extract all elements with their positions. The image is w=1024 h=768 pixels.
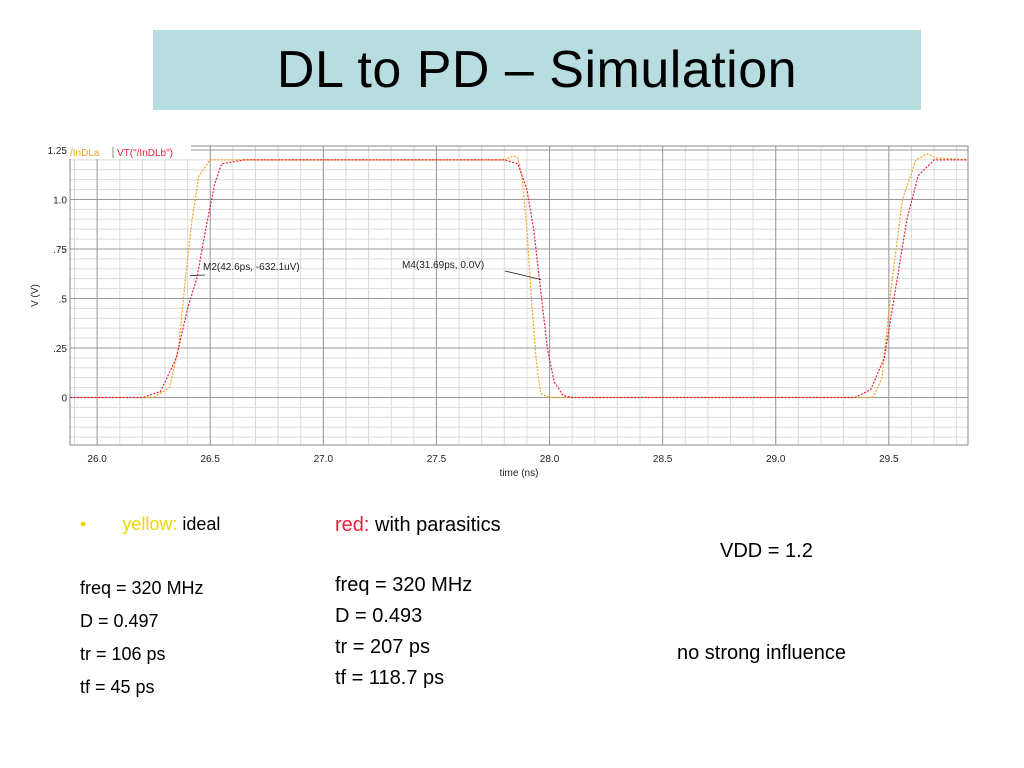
- bullet-icon: •: [80, 514, 87, 534]
- series-line-parasitic: [70, 159, 968, 399]
- legend-bg: [69, 145, 191, 159]
- yellow-duty: D = 0.497: [80, 611, 159, 631]
- red-duty: D = 0.493: [335, 605, 423, 627]
- x-tick-label: 28.5: [653, 454, 673, 465]
- tick-layer: 26.0 26.5 27.0 27.5 28.0 28.5 29.0 29.5 0 .25 .5 .7…: [48, 146, 899, 465]
- series-line-ideal: [70, 153, 969, 399]
- yellow-freq: freq = 320 MHz: [80, 578, 204, 598]
- y-tick-label: 1.25: [48, 146, 68, 157]
- red-desc: with parasitics: [375, 514, 501, 536]
- series-layer: [70, 153, 969, 399]
- yellow-tf: tf = 45 ps: [80, 677, 155, 697]
- y-tick-label: .75: [53, 245, 67, 256]
- red-tr: tr = 207 ps: [335, 636, 431, 658]
- plot-frame: [69, 145, 969, 446]
- title-banner: DL to PD – Simulation: [153, 30, 921, 110]
- red-tf: tf = 118.7 ps: [335, 667, 445, 689]
- marker-leader-m2: [190, 274, 206, 277]
- yellow-label: yellow:: [122, 514, 178, 534]
- grid-layer: [70, 146, 968, 445]
- red-freq: freq = 320 MHz: [335, 574, 473, 596]
- red-label: red:: [335, 514, 370, 536]
- marker-label-m2: M2(42.6ps, -632.1uV): [203, 262, 300, 273]
- legend: /InDLa VT("/InDLb"): [69, 145, 191, 159]
- vdd-note: VDD = 1.2: [720, 540, 813, 562]
- x-tick-label: 26.5: [201, 454, 221, 465]
- yellow-desc: ideal: [182, 514, 221, 534]
- y-tick-label: 0: [61, 393, 67, 404]
- x-axis-label: time (ns): [500, 468, 539, 479]
- marker-label-m4: M4(31.69ps, 0.0V): [402, 260, 484, 271]
- x-tick-label: 29.5: [879, 454, 899, 465]
- red-note-line: red: with parasitics: [335, 514, 501, 537]
- y-tick-label: .5: [59, 294, 68, 305]
- x-tick-label: 27.5: [427, 454, 447, 465]
- legend-entry-parasitic: VT("/InDLb"): [117, 148, 173, 159]
- yellow-tr: tr = 106 ps: [80, 644, 166, 664]
- x-tick-label: 28.0: [540, 454, 560, 465]
- x-tick-label: 29.0: [766, 454, 786, 465]
- y-axis-label: V (V): [30, 284, 41, 307]
- y-tick-label: .25: [53, 344, 67, 355]
- x-tick-label: 27.0: [314, 454, 334, 465]
- influence-note: no strong influence: [677, 642, 847, 664]
- y-tick-label: 1.0: [53, 195, 67, 206]
- annotation-layer: M2(42.6ps, -632.1uV) M4(31.69ps, 0.0V): [190, 260, 542, 281]
- slide-title: DL to PD – Simulation: [276, 41, 798, 99]
- yellow-note-line: • yellow: ideal: [80, 514, 220, 535]
- marker-leader-m4: [504, 270, 542, 281]
- legend-entry-ideal: /InDLa: [70, 148, 100, 159]
- x-tick-label: 26.0: [87, 454, 107, 465]
